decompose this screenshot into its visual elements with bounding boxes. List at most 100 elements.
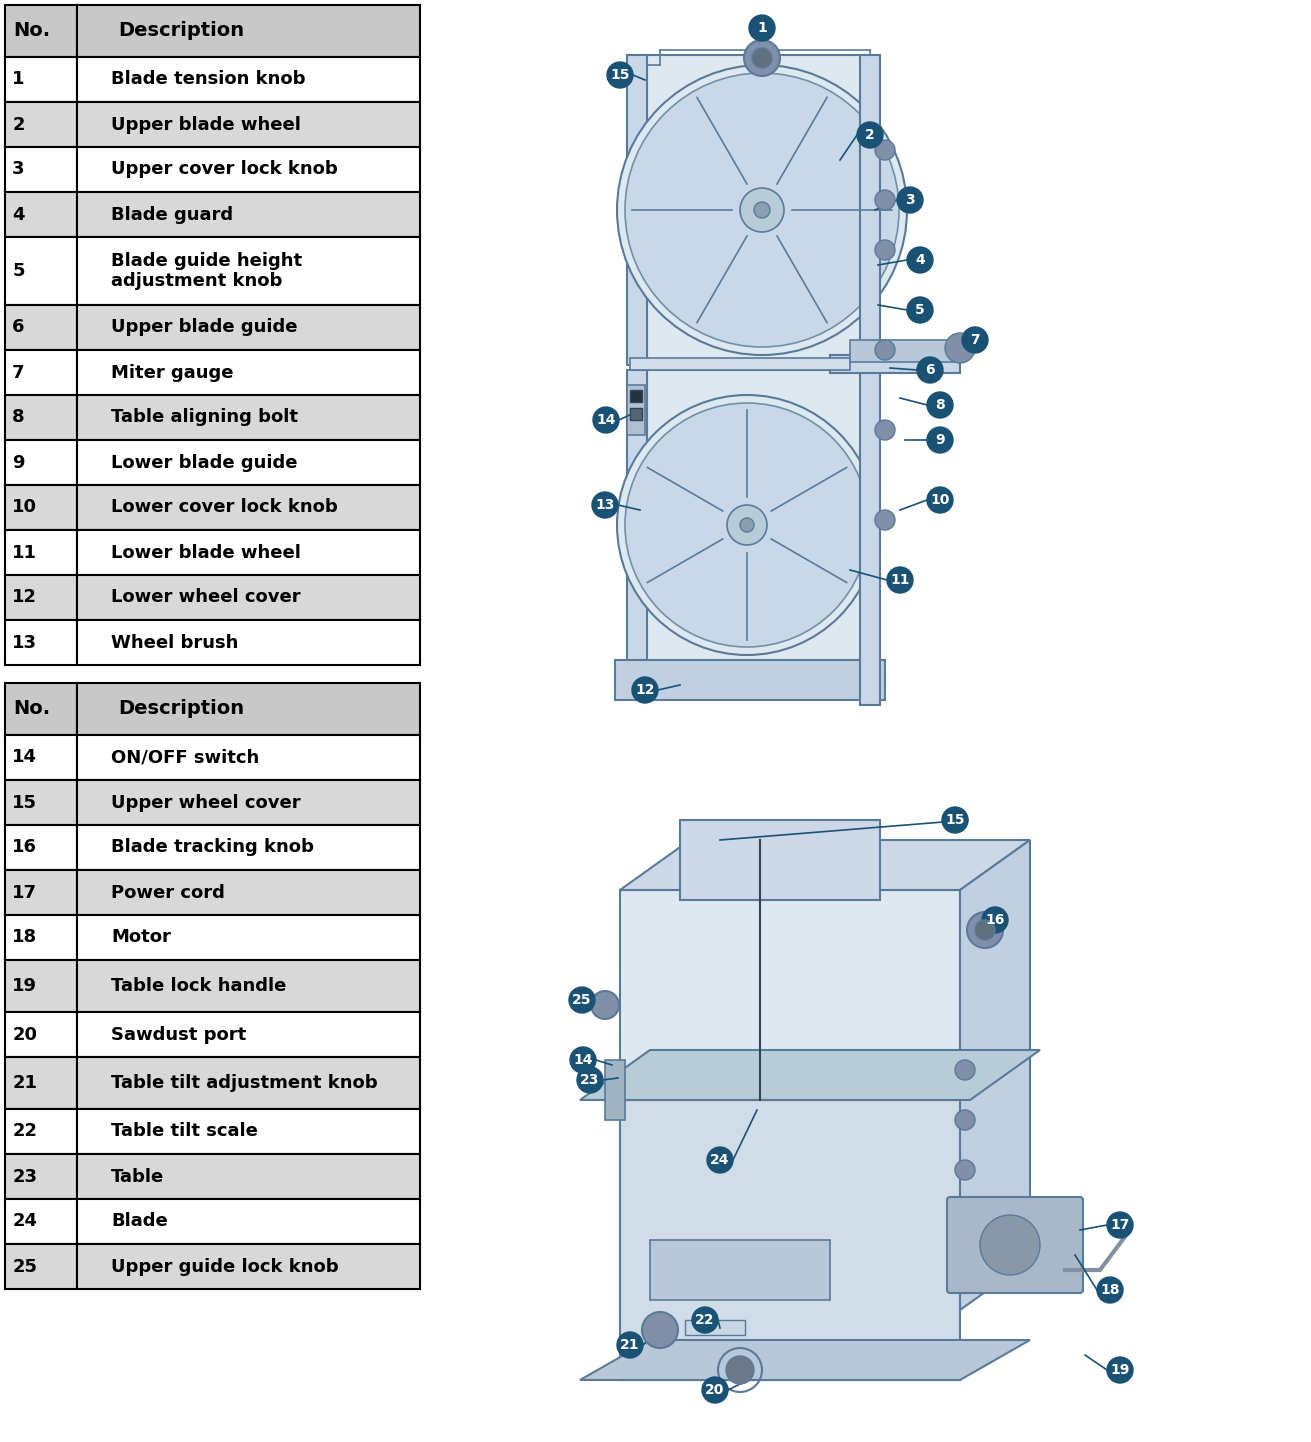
FancyBboxPatch shape	[5, 192, 77, 236]
FancyBboxPatch shape	[5, 102, 77, 147]
Text: 20: 20	[12, 1025, 37, 1044]
Circle shape	[945, 333, 975, 363]
Text: Blade tracking knob: Blade tracking knob	[111, 838, 315, 857]
Text: 25: 25	[572, 994, 591, 1007]
Text: 22: 22	[695, 1314, 714, 1327]
Text: Miter gauge: Miter gauge	[111, 363, 233, 382]
Circle shape	[701, 1377, 728, 1403]
Text: No.: No.	[13, 699, 51, 718]
Text: 18: 18	[12, 929, 37, 946]
Text: 21: 21	[12, 1074, 37, 1092]
Text: Table aligning bolt: Table aligning bolt	[111, 408, 299, 427]
Text: 4: 4	[915, 252, 924, 267]
Circle shape	[617, 65, 907, 355]
FancyBboxPatch shape	[5, 395, 77, 440]
FancyBboxPatch shape	[77, 531, 420, 575]
FancyBboxPatch shape	[631, 408, 642, 420]
FancyBboxPatch shape	[680, 820, 880, 900]
Text: Blade guard: Blade guard	[111, 206, 233, 224]
FancyBboxPatch shape	[5, 620, 77, 665]
Circle shape	[739, 518, 754, 532]
FancyBboxPatch shape	[5, 1012, 77, 1057]
Text: Description: Description	[118, 699, 244, 718]
FancyBboxPatch shape	[77, 1109, 420, 1154]
Text: 16: 16	[986, 913, 1004, 927]
Text: Description: Description	[118, 22, 244, 40]
Text: Power cord: Power cord	[111, 884, 225, 901]
FancyBboxPatch shape	[5, 485, 77, 531]
FancyBboxPatch shape	[5, 350, 77, 395]
FancyBboxPatch shape	[860, 55, 880, 705]
Text: 3: 3	[905, 193, 915, 208]
Text: 8: 8	[935, 398, 945, 412]
Text: Blade: Blade	[111, 1213, 168, 1230]
Text: 5: 5	[12, 262, 25, 280]
Text: 4: 4	[12, 206, 25, 224]
Text: 12: 12	[636, 684, 654, 696]
Circle shape	[857, 123, 884, 149]
Circle shape	[728, 505, 767, 545]
FancyBboxPatch shape	[650, 1240, 830, 1301]
Text: Motor: Motor	[111, 929, 172, 946]
Circle shape	[1106, 1357, 1133, 1383]
Text: 17: 17	[12, 884, 37, 901]
Circle shape	[916, 358, 943, 384]
Text: 6: 6	[926, 363, 935, 376]
Text: 23: 23	[12, 1168, 37, 1185]
Text: 24: 24	[711, 1154, 730, 1167]
Text: 6: 6	[12, 319, 25, 336]
FancyBboxPatch shape	[686, 1319, 745, 1335]
Text: 13: 13	[12, 633, 37, 652]
FancyBboxPatch shape	[5, 825, 77, 870]
Text: Table tilt adjustment knob: Table tilt adjustment knob	[111, 1074, 378, 1092]
FancyBboxPatch shape	[77, 58, 420, 102]
Text: 7: 7	[970, 333, 979, 348]
FancyBboxPatch shape	[5, 58, 77, 102]
Circle shape	[874, 190, 895, 211]
Circle shape	[927, 427, 953, 453]
FancyBboxPatch shape	[77, 236, 420, 306]
FancyBboxPatch shape	[77, 147, 420, 192]
FancyBboxPatch shape	[77, 192, 420, 236]
FancyBboxPatch shape	[77, 684, 420, 735]
Text: 25: 25	[12, 1257, 37, 1276]
FancyBboxPatch shape	[5, 1198, 77, 1244]
Text: 1: 1	[12, 71, 25, 88]
FancyBboxPatch shape	[77, 870, 420, 916]
Circle shape	[707, 1146, 733, 1172]
Text: 7: 7	[12, 363, 25, 382]
Text: 5: 5	[915, 303, 924, 317]
Text: Lower blade wheel: Lower blade wheel	[111, 544, 302, 561]
Circle shape	[874, 239, 895, 260]
Text: 12: 12	[12, 588, 37, 607]
Circle shape	[954, 1060, 975, 1080]
FancyBboxPatch shape	[5, 147, 77, 192]
FancyBboxPatch shape	[77, 440, 420, 485]
Text: Upper wheel cover: Upper wheel cover	[111, 793, 302, 812]
Text: Sawdust port: Sawdust port	[111, 1025, 246, 1044]
Circle shape	[874, 420, 895, 440]
FancyBboxPatch shape	[77, 620, 420, 665]
FancyBboxPatch shape	[620, 890, 960, 1309]
Text: 24: 24	[12, 1213, 37, 1230]
Circle shape	[570, 1047, 597, 1073]
Circle shape	[617, 1332, 642, 1358]
Text: Upper blade wheel: Upper blade wheel	[111, 115, 302, 134]
FancyBboxPatch shape	[627, 385, 645, 435]
FancyBboxPatch shape	[5, 1154, 77, 1198]
Circle shape	[1106, 1211, 1133, 1239]
FancyBboxPatch shape	[77, 1198, 420, 1244]
FancyBboxPatch shape	[627, 55, 648, 365]
Text: Table: Table	[111, 1168, 165, 1185]
Circle shape	[927, 392, 953, 418]
Text: Lower cover lock knob: Lower cover lock knob	[111, 499, 338, 516]
FancyBboxPatch shape	[77, 916, 420, 960]
FancyBboxPatch shape	[77, 575, 420, 620]
FancyBboxPatch shape	[77, 102, 420, 147]
FancyBboxPatch shape	[5, 440, 77, 485]
Circle shape	[607, 62, 633, 88]
FancyBboxPatch shape	[604, 1060, 625, 1120]
Circle shape	[692, 1306, 718, 1332]
Text: 2: 2	[865, 128, 874, 141]
FancyBboxPatch shape	[5, 1244, 77, 1289]
